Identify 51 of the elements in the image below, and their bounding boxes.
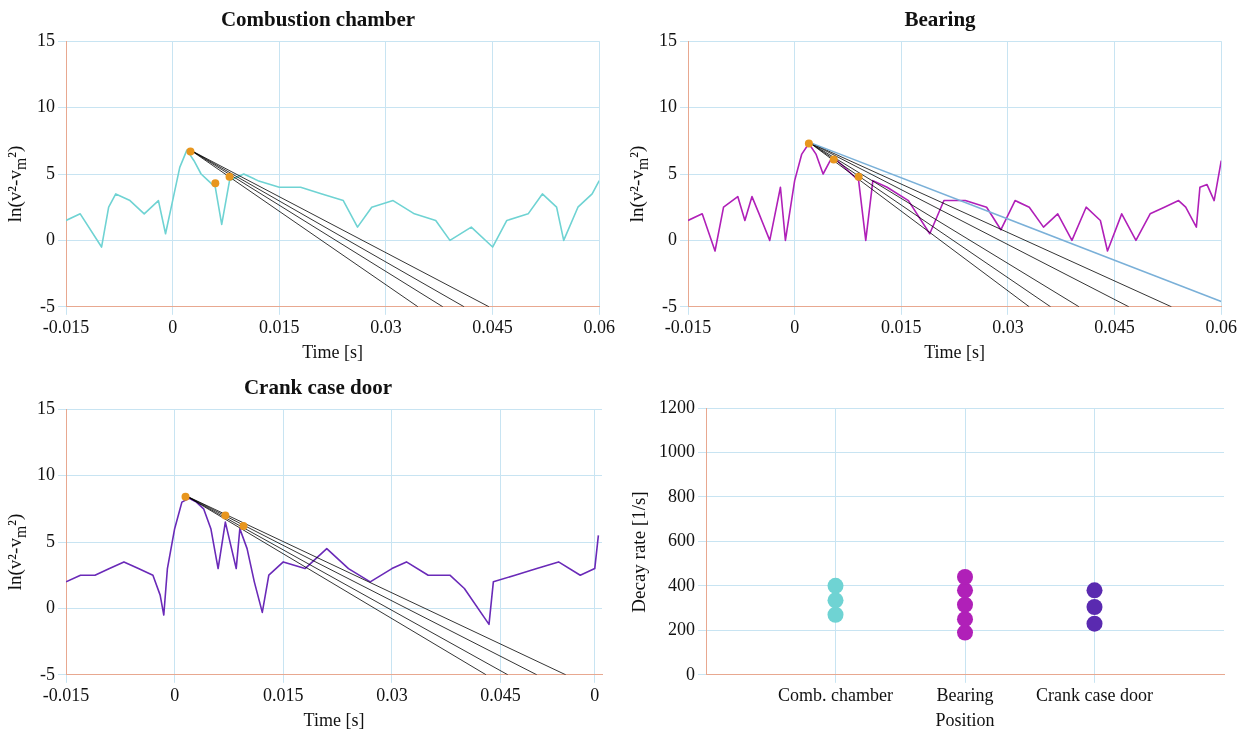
x-tick-label: 0.045 <box>1094 317 1135 338</box>
x-tick-label: 0.015 <box>263 685 304 706</box>
y-tick-label: 800 <box>668 485 695 506</box>
x-tick-label: 0 <box>168 317 178 338</box>
chart-title: Combustion chamber <box>220 7 416 32</box>
y-tick-label: 10 <box>659 96 677 117</box>
x-axis-title: Position <box>935 709 995 730</box>
y-tick-label: -5 <box>40 663 55 684</box>
y-tick-label: 1000 <box>659 441 695 462</box>
x-tick-label: 0.015 <box>259 317 300 338</box>
y-tick-label: 10 <box>37 96 55 117</box>
y-tick-label: 5 <box>668 162 677 183</box>
x-tick-label: 0.03 <box>376 685 408 706</box>
x-tick-label: 0.03 <box>992 317 1024 338</box>
x-axis-title: Time [s] <box>924 341 986 362</box>
y-tick-label: -5 <box>40 295 55 316</box>
x-tick-label: 0.045 <box>480 685 521 706</box>
x-tick-label: Comb. chamber <box>778 685 893 706</box>
x-tick-label: 0.045 <box>472 317 513 338</box>
x-tick-label: -0.015 <box>664 317 712 338</box>
chart-title: Crank case door <box>243 375 393 400</box>
x-tick-label: 0 <box>590 685 600 706</box>
x-axis-title: Time [s] <box>302 341 364 362</box>
chart-title: Bearing <box>904 7 977 32</box>
x-tick-label: -0.015 <box>42 685 90 706</box>
x-axis-title: Time [s] <box>303 709 365 730</box>
x-tick-label: -0.015 <box>42 317 90 338</box>
y-tick-label: 200 <box>668 619 695 640</box>
y-tick-label: -5 <box>662 295 677 316</box>
y-tick-label: 15 <box>659 29 677 50</box>
y-tick-label: 10 <box>37 464 55 485</box>
y-tick-label: 15 <box>37 29 55 50</box>
y-tick-label: 1200 <box>659 396 695 417</box>
y-tick-label: 0 <box>686 663 695 684</box>
x-tick-label: 0.03 <box>370 317 402 338</box>
y-axis-title: Decay rate [1/s] <box>628 491 650 613</box>
y-tick-label: 0 <box>46 597 55 618</box>
y-tick-label: 0 <box>668 229 677 250</box>
x-tick-label: Crank case door <box>1036 685 1153 706</box>
x-tick-label: 0.015 <box>881 317 922 338</box>
y-tick-label: 5 <box>46 162 55 183</box>
y-tick-label: 0 <box>46 229 55 250</box>
y-tick-label: 5 <box>46 530 55 551</box>
y-tick-label: 600 <box>668 530 695 551</box>
x-tick-label: 0 <box>790 317 800 338</box>
x-tick-label: 0.06 <box>583 317 615 338</box>
y-tick-label: 15 <box>37 397 55 418</box>
x-tick-label: 0.06 <box>1205 317 1237 338</box>
y-tick-label: 400 <box>668 574 695 595</box>
x-tick-label: Bearing <box>936 685 994 706</box>
x-tick-label: 0 <box>170 685 180 706</box>
